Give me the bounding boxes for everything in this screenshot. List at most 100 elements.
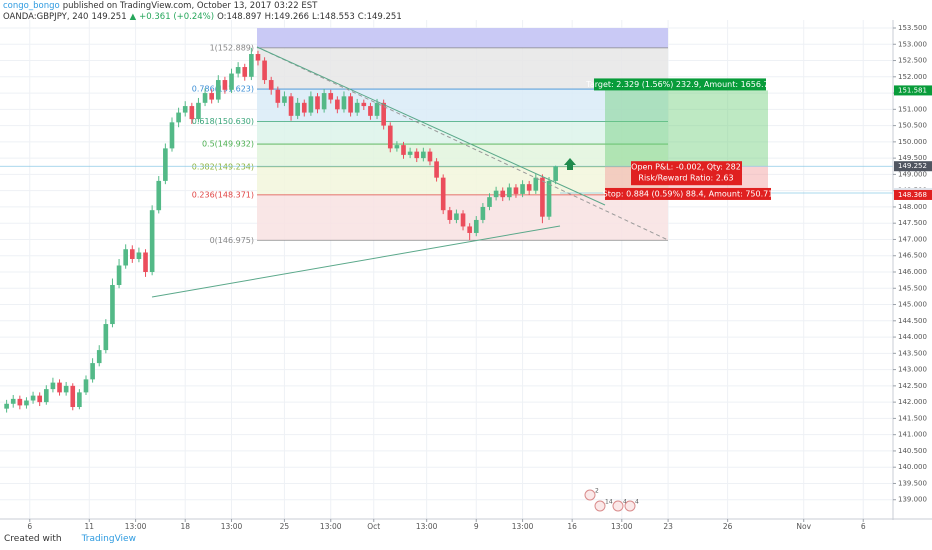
price-badge	[894, 189, 932, 200]
fib-label: 0.5(149.932)	[202, 140, 254, 149]
brand[interactable]: TradingView	[81, 534, 136, 544]
candle-body	[487, 197, 492, 207]
price-badge	[894, 161, 932, 172]
trendline	[256, 46, 606, 206]
event-count: 4	[635, 499, 639, 506]
candle-body	[341, 96, 347, 110]
candle-body	[387, 125, 393, 149]
position-label: Open P&L: -0.002, Qty: 282	[631, 163, 741, 172]
candle-body	[149, 210, 155, 272]
candle-body	[467, 226, 472, 233]
y-tick-label: 147.500	[898, 219, 927, 227]
event-icon	[624, 500, 636, 512]
ohlc-open: O:148.897	[217, 12, 262, 22]
position-label: Target: 2.329 (1.56%) 232.9, Amount: 165…	[585, 80, 773, 89]
axes: 139.000 139.500 140.000 140.500 141.000 141.5…	[27, 24, 932, 531]
candle-body	[288, 96, 294, 116]
candle-body	[229, 73, 234, 90]
event-icon	[612, 500, 624, 512]
y-tick-label: 150.000	[898, 138, 927, 146]
fib-band	[257, 144, 668, 167]
y-tick-label: 146.000	[898, 268, 927, 276]
fib-top-band	[257, 28, 668, 48]
candle-body	[480, 206, 486, 220]
candle-body	[407, 151, 413, 155]
x-tick-label: 13:00	[320, 522, 342, 531]
event-count: 14	[605, 499, 613, 506]
candle-body	[182, 106, 188, 113]
event-count: 2	[595, 488, 599, 495]
x-tick-label: 9	[474, 522, 479, 531]
label-box	[594, 78, 766, 91]
candle-body	[454, 213, 459, 220]
candle-body	[143, 252, 148, 272]
fib-label: 0.618(150.630)	[192, 117, 254, 126]
label-box	[631, 161, 742, 186]
publish-line: congo_bongo published on TradingView.com,…	[3, 1, 405, 12]
x-tick-label: 26	[723, 522, 733, 531]
fib-label: 0(146.975)	[210, 236, 254, 245]
fib-label: 1(152.889)	[210, 43, 254, 52]
x-tick-label: Nov	[796, 522, 811, 531]
y-tick-label: 140.500	[898, 447, 927, 455]
candle-body	[493, 190, 499, 198]
x-tick-label: 11	[85, 522, 95, 531]
support-line	[151, 225, 561, 298]
overlay: Target: 2.329 (1.56%) 232.9, Amount: 165…	[584, 78, 774, 512]
event-count: 4	[623, 499, 627, 506]
y-tick-label: 141.500	[898, 414, 927, 422]
candle-body	[43, 389, 49, 403]
candle-body	[262, 60, 267, 81]
y-tick-label: 141.000	[898, 431, 927, 439]
candle-body	[4, 403, 9, 409]
y-tick-label: 149.500	[898, 154, 927, 162]
candle-body	[414, 151, 420, 159]
candle-body	[381, 102, 386, 126]
fib-label: 0.236(148.371)	[192, 190, 254, 199]
candle-body	[96, 350, 102, 364]
candle-body	[500, 190, 506, 198]
x-tick-label: 13:00	[125, 522, 147, 531]
x-tick-label: 16	[567, 522, 577, 531]
candle-body	[196, 102, 201, 120]
y-tick-label: 150.500	[898, 122, 927, 130]
x-tick-label: 13:00	[611, 522, 633, 531]
candle-body	[249, 54, 254, 77]
candle-body	[540, 177, 545, 217]
y-tick-label: 152.000	[898, 73, 927, 81]
candle-body	[394, 145, 400, 149]
candle-body	[110, 285, 115, 325]
candle-body	[90, 363, 95, 380]
candle-body	[255, 54, 261, 61]
y-tick-label: 139.500	[898, 479, 927, 487]
candle-body	[348, 96, 353, 113]
candle-body	[116, 265, 122, 286]
y-tick-label: 143.000	[898, 366, 927, 374]
candle-body	[17, 398, 23, 406]
ohlc-high: H:149.266	[264, 12, 310, 22]
last: 149.251	[91, 12, 127, 22]
y-tick-label: 145.500	[898, 284, 927, 292]
fib-band	[257, 121, 668, 145]
candle-body	[103, 324, 109, 351]
candle-body	[176, 112, 181, 123]
candle-body	[63, 385, 69, 393]
y-tick-label: 151.000	[898, 105, 927, 113]
candle-body	[460, 213, 466, 227]
change: +0.361 (+0.24%)	[139, 12, 215, 22]
price-badge	[894, 85, 932, 96]
candle-body	[24, 400, 29, 406]
candle-body	[440, 177, 446, 211]
y-tick-label: 153.500	[898, 24, 927, 32]
y-tick-label: 149.000	[898, 170, 927, 178]
candle-body	[520, 184, 525, 194]
y-tick-label: 152.500	[898, 57, 927, 65]
candle-body	[447, 210, 453, 220]
label-box	[605, 187, 771, 200]
candle-body	[553, 166, 558, 181]
user[interactable]: congo_bongo	[3, 1, 60, 11]
candle-body	[507, 187, 512, 198]
event-icon	[584, 489, 596, 501]
candle-body	[123, 249, 128, 266]
